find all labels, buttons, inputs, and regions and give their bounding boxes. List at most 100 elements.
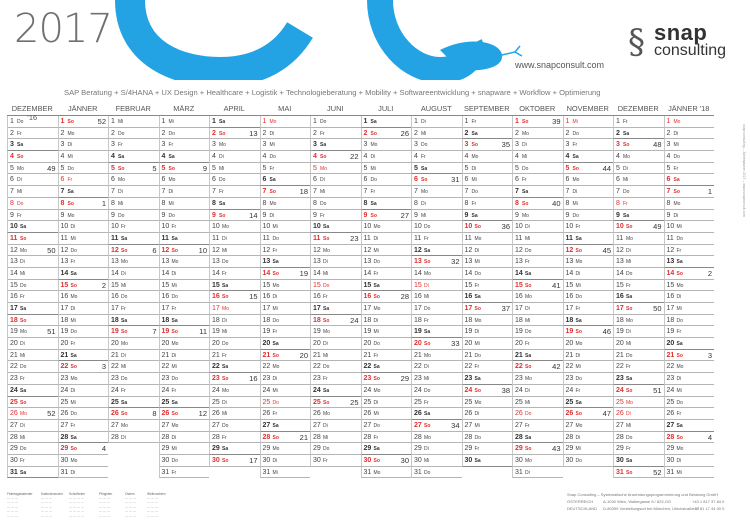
day-cell[interactable]: 28 Fr <box>209 431 260 444</box>
day-cell[interactable]: 14 So 19 <box>259 267 310 280</box>
day-cell[interactable]: 3 So 35 <box>461 139 512 152</box>
day-cell[interactable]: 14 Fr <box>209 267 260 280</box>
day-cell[interactable]: 21 Mo <box>411 349 462 362</box>
day-cell[interactable]: 23 Do <box>108 373 159 385</box>
day-cell[interactable]: 25 Fr <box>411 396 462 409</box>
day-cell[interactable]: 13 Sa <box>259 256 310 268</box>
day-cell[interactable]: 3 Mo <box>360 139 411 152</box>
day-cell[interactable]: 7 Di <box>158 186 209 198</box>
day-cell[interactable]: 27 Do <box>209 419 260 432</box>
day-cell[interactable]: 13 Sa <box>663 256 714 268</box>
day-cell[interactable]: 6 Mo <box>108 174 159 187</box>
day-cell[interactable]: 12 Fr <box>663 244 714 257</box>
day-cell[interactable]: 30 Do <box>562 454 613 467</box>
day-cell[interactable]: 21 Do <box>613 349 664 362</box>
day-cell[interactable]: 17 Do <box>411 303 462 315</box>
day-cell[interactable]: 19 Mo 51 <box>7 326 58 339</box>
day-cell[interactable]: 18 Di <box>360 314 411 327</box>
day-cell[interactable]: 16 Fr <box>7 291 58 303</box>
day-cell[interactable]: 20 Mi <box>461 338 512 350</box>
day-cell[interactable]: 27 Mi <box>613 419 664 432</box>
day-cell[interactable]: 7 Di <box>108 186 159 198</box>
day-cell[interactable]: 30 Fr <box>310 454 361 467</box>
day-cell[interactable]: 2 Do <box>108 127 159 140</box>
day-cell[interactable]: 2 Di <box>259 127 310 140</box>
day-cell[interactable]: 10 Sa <box>310 221 361 233</box>
day-cell[interactable]: 22 Do <box>310 361 361 374</box>
day-cell[interactable]: 18 Mi <box>57 314 108 327</box>
day-cell[interactable]: 30 Sa <box>613 454 664 467</box>
day-cell[interactable]: 20 Sa <box>259 338 310 350</box>
day-cell[interactable]: 25 Mi <box>57 396 108 409</box>
day-cell[interactable]: 16 So 15 <box>209 291 260 303</box>
day-cell[interactable]: 4 Sa <box>158 151 209 163</box>
day-cell[interactable]: 23 Mo <box>512 373 563 385</box>
day-cell[interactable]: 16 Mo <box>57 291 108 303</box>
day-cell[interactable]: 7 Di <box>562 186 613 198</box>
day-cell[interactable]: 22 Mo <box>663 361 714 374</box>
day-cell[interactable]: 19 So 11 <box>158 326 209 339</box>
day-cell[interactable]: 29 So 4 <box>57 443 108 455</box>
day-cell[interactable]: 2 Fr <box>310 127 361 140</box>
day-cell[interactable]: 5 Mi <box>360 162 411 175</box>
day-cell[interactable]: 24 Fr <box>158 384 209 397</box>
day-cell[interactable]: 4 Mi <box>57 151 108 163</box>
day-cell[interactable]: 30 Di <box>663 454 714 467</box>
day-cell[interactable]: 27 Mi <box>461 419 512 432</box>
day-cell[interactable]: 19 Fr <box>663 326 714 339</box>
day-cell[interactable]: 8 So 1 <box>57 197 108 210</box>
day-cell[interactable]: 8 Sa <box>360 197 411 210</box>
day-cell[interactable]: 26 So 47 <box>562 408 613 420</box>
day-cell[interactable]: 30 Di <box>259 454 310 467</box>
day-cell[interactable]: 15 Sa <box>360 279 411 292</box>
day-cell[interactable]: 25 Sa <box>158 396 209 409</box>
day-cell[interactable]: 11 Sa <box>108 232 159 245</box>
day-cell[interactable]: 16 Do <box>108 291 159 303</box>
day-cell[interactable]: 21 So 20 <box>259 349 310 362</box>
day-cell[interactable]: 6 Fr <box>512 174 563 187</box>
day-cell[interactable]: 5 So 9 <box>158 162 209 175</box>
day-cell[interactable]: 10 Fr <box>158 221 209 233</box>
day-cell[interactable]: 2 Mi <box>411 127 462 140</box>
day-cell[interactable]: 20 Fr <box>57 338 108 350</box>
day-cell[interactable]: 14 Di <box>562 267 613 280</box>
day-cell[interactable]: 20 Mo <box>158 338 209 350</box>
day-cell[interactable]: 7 Fr <box>209 186 260 198</box>
day-cell[interactable]: 3 Sa <box>7 139 58 152</box>
day-cell[interactable]: 30 Sa <box>461 454 512 467</box>
day-cell[interactable]: 1 Mi <box>158 116 209 128</box>
day-cell[interactable]: 11 Do <box>663 232 714 245</box>
day-cell[interactable]: 27 Mo <box>158 419 209 432</box>
day-cell[interactable]: 28 Mi <box>310 431 361 444</box>
day-cell[interactable]: 7 So 1 <box>663 186 714 198</box>
day-cell[interactable]: 2 Sa <box>461 127 512 140</box>
day-cell[interactable]: 5 Di <box>461 162 512 175</box>
day-cell[interactable]: 8 Mo <box>663 197 714 210</box>
day-cell[interactable]: 13 Di <box>310 256 361 268</box>
day-cell[interactable]: 12 Mo 50 <box>7 244 58 257</box>
day-cell[interactable]: 4 Di <box>360 151 411 163</box>
day-cell[interactable]: 30 Fr <box>7 454 58 467</box>
day-cell[interactable]: 17 So 37 <box>461 303 512 315</box>
day-cell[interactable]: 17 So 50 <box>613 303 664 315</box>
day-cell[interactable]: 30 Mo <box>512 454 563 467</box>
day-cell[interactable]: 7 So 18 <box>259 186 310 198</box>
day-cell[interactable]: 1 Mi <box>108 116 159 128</box>
day-cell[interactable]: 6 Mo <box>562 174 613 187</box>
day-cell[interactable]: 5 So 5 <box>108 162 159 175</box>
day-cell[interactable]: 30 Do <box>158 454 209 467</box>
day-cell[interactable]: 13 Fr <box>512 256 563 268</box>
day-cell[interactable]: 24 Do <box>411 384 462 397</box>
day-cell[interactable]: 14 Sa <box>512 267 563 280</box>
day-cell[interactable]: 22 So 3 <box>57 361 108 374</box>
day-cell[interactable]: 17 Mi <box>663 303 714 315</box>
day-cell[interactable]: 18 Di <box>209 314 260 327</box>
day-cell[interactable]: 10 So 49 <box>613 221 664 233</box>
day-cell[interactable]: 30 Mo <box>57 454 108 467</box>
day-cell[interactable]: 28 Sa <box>512 431 563 444</box>
day-cell[interactable]: 7 Mi <box>7 186 58 198</box>
day-cell[interactable]: 15 So 2 <box>57 279 108 292</box>
day-cell[interactable]: 11 Mi <box>57 232 108 245</box>
day-cell[interactable]: 6 Mo <box>158 174 209 187</box>
day-cell[interactable]: 1 Do <box>310 116 361 128</box>
